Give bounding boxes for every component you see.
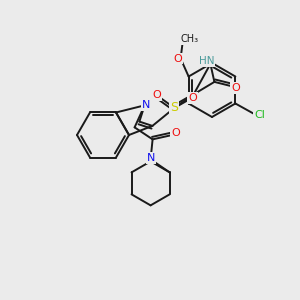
Text: CH₃: CH₃	[181, 34, 199, 44]
Text: O: O	[231, 83, 240, 93]
Text: O: O	[171, 128, 180, 138]
Text: N: N	[141, 100, 150, 110]
Text: Cl: Cl	[254, 110, 265, 121]
Text: O: O	[173, 53, 182, 64]
Text: S: S	[170, 101, 178, 114]
Text: O: O	[188, 93, 197, 103]
Text: HN: HN	[199, 56, 214, 66]
Text: O: O	[152, 90, 161, 100]
Text: N: N	[146, 153, 155, 164]
